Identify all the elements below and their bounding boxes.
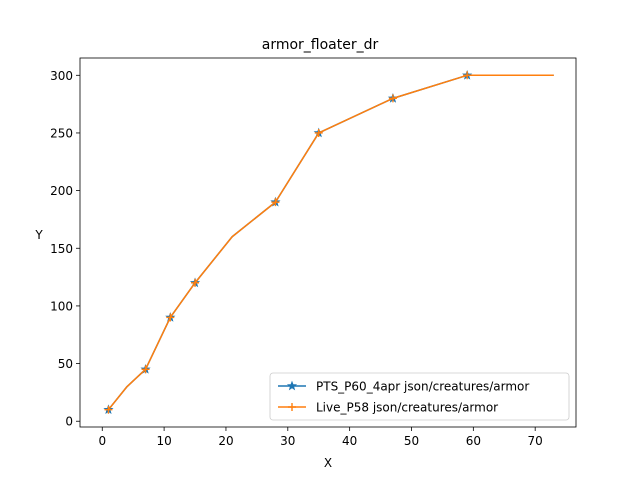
y-tick-label: 150 [50, 242, 73, 256]
legend: PTS_P60_4apr json/creatures/armor Live_P5… [269, 372, 570, 421]
y-tick-label: 250 [50, 126, 73, 140]
x-tick-label: 0 [98, 434, 106, 448]
y-tick-label: 50 [58, 357, 73, 371]
x-tick-label: 30 [280, 434, 295, 448]
legend-label-0: PTS_P60_4apr json/creatures/armor [316, 380, 529, 394]
legend-label-1: Live_P58 json/creatures/armor [316, 401, 498, 415]
legend-marker-0 [286, 380, 298, 391]
y-axis-label: Y [34, 228, 43, 242]
axes-frame [79, 57, 577, 428]
series-1-point [388, 94, 397, 103]
x-axis-label: X [324, 456, 332, 470]
series-1-point [271, 198, 280, 207]
legend-box [269, 372, 570, 421]
x-tick-label: 20 [218, 434, 233, 448]
axes: 0 10 20 30 40 50 60 70 0 50 100 150 200 250 300 [50, 57, 577, 448]
series-1-point [463, 71, 472, 80]
series-1-point [314, 128, 323, 137]
legend-marker-1 [288, 403, 296, 411]
series-1-point [191, 278, 200, 287]
series-line-1 [107, 74, 554, 411]
plot-area [103, 69, 554, 415]
x-tick-label: 10 [156, 434, 171, 448]
series-1-point [141, 365, 150, 374]
y-tick-label: 300 [50, 69, 73, 83]
series-1-point [166, 313, 175, 322]
x-tick-label: 40 [342, 434, 357, 448]
y-tick-label: 100 [50, 299, 73, 313]
y-tick-label: 200 [50, 184, 73, 198]
y-tick-label: 0 [65, 415, 73, 429]
series-1-point [104, 405, 113, 414]
x-tick-label: 60 [466, 434, 481, 448]
x-tick-label: 50 [404, 434, 419, 448]
chart-title: armor_floater_dr [262, 37, 379, 53]
x-tick-label: 70 [528, 434, 543, 448]
